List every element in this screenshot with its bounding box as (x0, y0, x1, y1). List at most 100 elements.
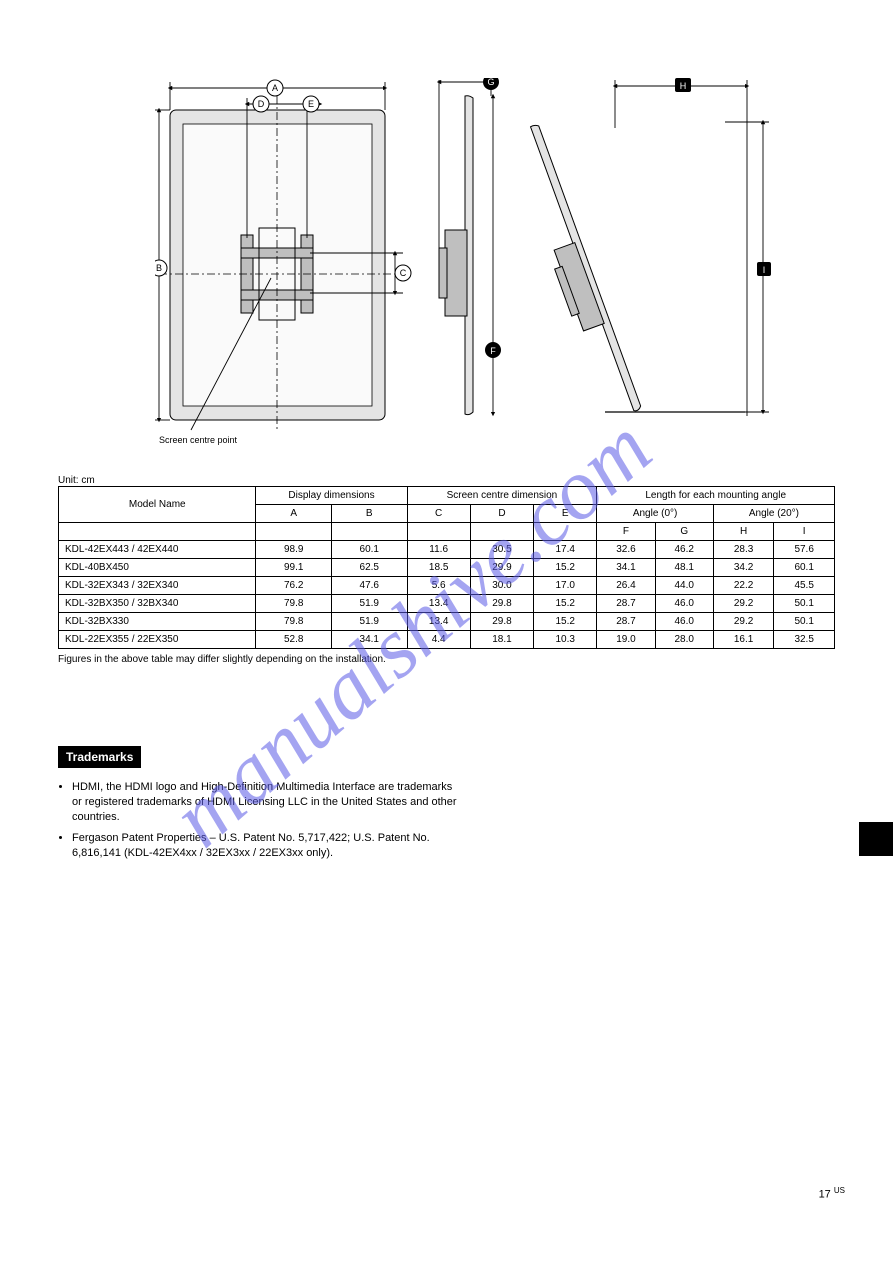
table-row: KDL-42EX443 / 42EX44098.960.111.630.517.… (59, 541, 835, 559)
cell-B: 60.1 (332, 541, 408, 559)
hdr-H: H (713, 523, 773, 541)
dim-H: H (675, 78, 691, 92)
dim-B: B (155, 260, 167, 276)
table-row: KDL-32BX350 / 32BX34079.851.913.429.815.… (59, 595, 835, 613)
cell-I: 57.6 (774, 541, 835, 559)
hdr-length: Length for each mounting angle (597, 487, 835, 505)
dimensions-table: Unit: cm Model Name Display dimensions S… (58, 472, 835, 665)
cell-H: 22.2 (713, 577, 773, 595)
cell-A: 99.1 (256, 559, 332, 577)
trademark-item: Fergason Patent Properties – U.S. Patent… (72, 831, 458, 861)
dim-F: F (485, 342, 501, 358)
cell-I: 60.1 (774, 559, 835, 577)
cell-G: 48.1 (655, 559, 713, 577)
svg-text:F: F (490, 346, 496, 356)
cell-B: 62.5 (332, 559, 408, 577)
dim-I: I (757, 262, 771, 276)
hdr-I: I (774, 523, 835, 541)
cell-model: KDL-32BX330 (59, 613, 256, 631)
centre-label: Screen centre point (159, 435, 238, 445)
cell-A: 76.2 (256, 577, 332, 595)
cell-E: 15.2 (534, 595, 597, 613)
cell-E: 15.2 (534, 613, 597, 631)
hdr-G: G (655, 523, 713, 541)
cell-G: 44.0 (655, 577, 713, 595)
trademarks-block: Trademarks HDMI, the HDMI logo and High-… (58, 746, 458, 866)
dim-G: G (483, 78, 499, 90)
hdr-angle20: Angle (20°) (713, 505, 834, 523)
cell-E: 15.2 (534, 559, 597, 577)
cell-H: 28.3 (713, 541, 773, 559)
hdr-E: E (534, 505, 597, 523)
cell-F: 28.7 (597, 613, 655, 631)
cell-G: 28.0 (655, 631, 713, 649)
cell-model: KDL-22EX355 / 22EX350 (59, 631, 256, 649)
hdr-angle0: Angle (0°) (597, 505, 714, 523)
cell-C: 4.4 (407, 631, 470, 649)
cell-C: 11.6 (407, 541, 470, 559)
cell-B: 51.9 (332, 595, 408, 613)
cell-model: KDL-40BX450 (59, 559, 256, 577)
table-row: KDL-22EX355 / 22EX35052.834.14.418.110.3… (59, 631, 835, 649)
cell-model: KDL-32BX350 / 32BX340 (59, 595, 256, 613)
cell-F: 26.4 (597, 577, 655, 595)
cell-I: 45.5 (774, 577, 835, 595)
hdr-centre: Screen centre dimension (407, 487, 597, 505)
unit-note: Unit: cm (58, 475, 835, 486)
cell-D: 30.5 (470, 541, 533, 559)
cell-B: 34.1 (332, 631, 408, 649)
svg-text:G: G (487, 78, 494, 87)
cell-D: 29.8 (470, 595, 533, 613)
trademark-item: HDMI, the HDMI logo and High-Definition … (72, 780, 458, 825)
cell-F: 32.6 (597, 541, 655, 559)
cell-D: 29.8 (470, 613, 533, 631)
cell-I: 50.1 (774, 613, 835, 631)
table-footnote: Figures in the above table may differ sl… (58, 654, 835, 665)
cell-H: 29.2 (713, 613, 773, 631)
cell-G: 46.0 (655, 613, 713, 631)
cell-E: 17.0 (534, 577, 597, 595)
hdr-B: B (332, 505, 408, 523)
cell-E: 10.3 (534, 631, 597, 649)
table-row: KDL-40BX45099.162.518.529.915.234.148.13… (59, 559, 835, 577)
hdr-A: A (256, 505, 332, 523)
cell-I: 32.5 (774, 631, 835, 649)
cell-C: 5.6 (407, 577, 470, 595)
svg-text:B: B (156, 263, 162, 273)
cell-A: 79.8 (256, 613, 332, 631)
hdr-D: D (470, 505, 533, 523)
cell-D: 18.1 (470, 631, 533, 649)
svg-text:I: I (763, 265, 766, 275)
cell-A: 98.9 (256, 541, 332, 559)
svg-text:A: A (272, 83, 278, 93)
cell-H: 16.1 (713, 631, 773, 649)
cell-B: 51.9 (332, 613, 408, 631)
cell-C: 18.5 (407, 559, 470, 577)
svg-text:E: E (308, 99, 314, 109)
cell-H: 34.2 (713, 559, 773, 577)
cell-G: 46.0 (655, 595, 713, 613)
cell-B: 47.6 (332, 577, 408, 595)
page-number: 17 US (819, 1186, 845, 1201)
trademarks-title: Trademarks (58, 746, 141, 768)
cell-F: 28.7 (597, 595, 655, 613)
cell-F: 34.1 (597, 559, 655, 577)
cell-A: 79.8 (256, 595, 332, 613)
dim-E: E (303, 96, 319, 112)
cell-E: 17.4 (534, 541, 597, 559)
cell-G: 46.2 (655, 541, 713, 559)
hdr-C: C (407, 505, 470, 523)
hdr-model: Model Name (59, 487, 256, 523)
dim-A: A (267, 80, 283, 96)
dim-D: D (253, 96, 269, 112)
page-root: manualshive.com .ln { stroke:#000; strok… (0, 0, 893, 1263)
hdr-F: F (597, 523, 655, 541)
cell-I: 50.1 (774, 595, 835, 613)
svg-text:H: H (680, 81, 687, 91)
table-row: KDL-32EX343 / 32EX34076.247.65.630.017.0… (59, 577, 835, 595)
cell-C: 13.4 (407, 613, 470, 631)
dim-C: C (395, 265, 411, 281)
cell-model: KDL-42EX443 / 42EX440 (59, 541, 256, 559)
cell-C: 13.4 (407, 595, 470, 613)
trademarks-list: HDMI, the HDMI logo and High-Definition … (58, 780, 458, 860)
